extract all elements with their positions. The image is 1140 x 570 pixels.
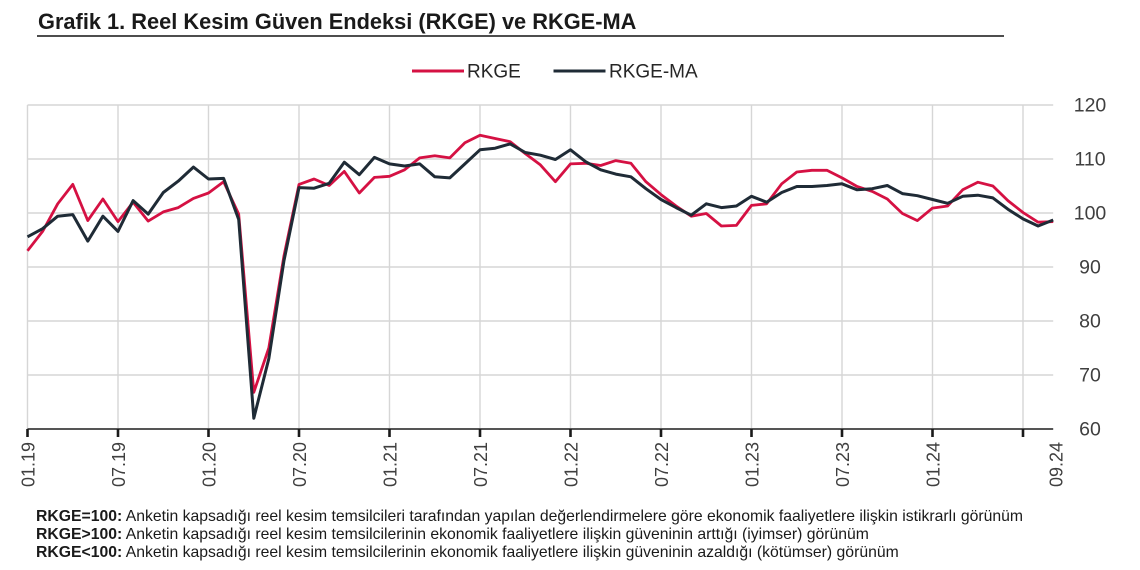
- svg-text:07.22: 07.22: [652, 442, 672, 487]
- svg-text:01.21: 01.21: [381, 442, 401, 487]
- svg-text:07.21: 07.21: [471, 442, 491, 487]
- svg-text:60: 60: [1079, 419, 1101, 441]
- svg-text:80: 80: [1079, 311, 1101, 333]
- svg-text:07.19: 07.19: [109, 442, 129, 487]
- svg-text:01.20: 01.20: [200, 442, 220, 487]
- svg-text:01.19: 01.19: [19, 442, 39, 487]
- svg-text:01.22: 01.22: [562, 442, 582, 487]
- svg-text:07.23: 07.23: [833, 442, 853, 487]
- svg-text:RKGE-MA: RKGE-MA: [609, 62, 698, 83]
- svg-text:90: 90: [1079, 257, 1101, 279]
- svg-text:120: 120: [1074, 95, 1107, 117]
- svg-text:01.24: 01.24: [924, 442, 944, 487]
- svg-text:70: 70: [1079, 365, 1101, 387]
- svg-text:01.23: 01.23: [743, 442, 763, 487]
- svg-text:110: 110: [1074, 149, 1105, 171]
- svg-text:100: 100: [1074, 203, 1107, 225]
- svg-text:07.20: 07.20: [290, 442, 310, 487]
- svg-text:RKGE: RKGE: [467, 62, 521, 83]
- svg-text:09.24: 09.24: [1047, 442, 1067, 487]
